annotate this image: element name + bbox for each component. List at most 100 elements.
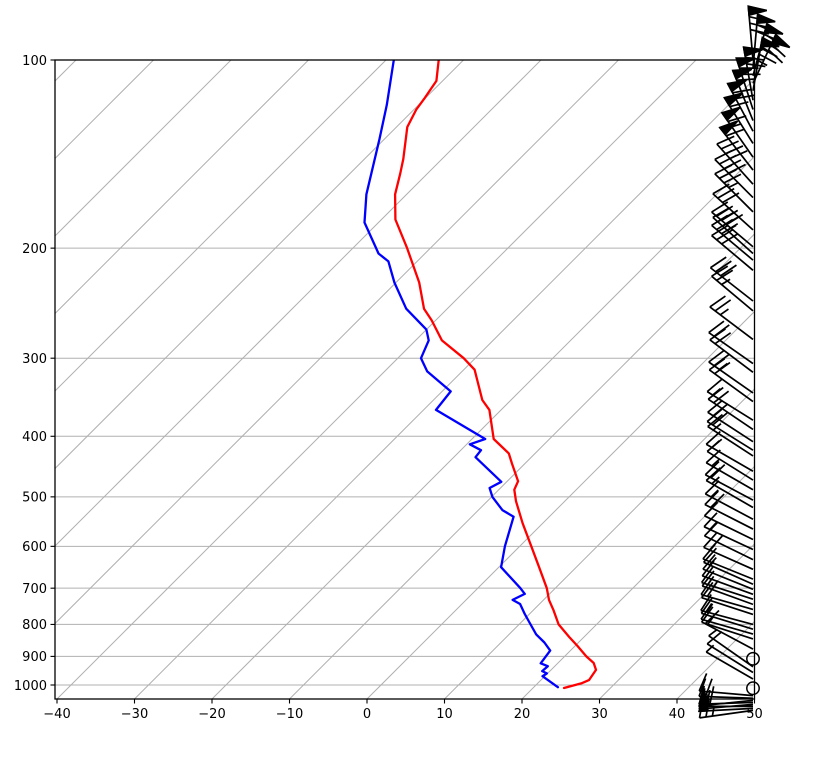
barb-staff xyxy=(704,515,754,541)
barb-half-tick xyxy=(711,476,720,485)
barb-half-tick xyxy=(710,489,719,498)
barb-staff xyxy=(703,525,754,551)
barb-full-tick xyxy=(732,88,752,94)
wind-barb-icon xyxy=(703,521,754,561)
gridline-isotherm xyxy=(55,60,232,237)
wind-barb-icon xyxy=(735,57,761,110)
barb-full-tick xyxy=(700,602,713,620)
barb-pennant xyxy=(755,12,776,25)
wind-barb-icon xyxy=(702,554,754,591)
x-tick-label: −10 xyxy=(276,707,303,722)
gridline-isotherm xyxy=(366,310,755,699)
barb-full-tick xyxy=(701,560,715,577)
wind-barb-icon xyxy=(705,644,754,680)
barb-staff xyxy=(703,561,754,586)
barb-full-tick xyxy=(712,183,730,195)
calm-wind-circle-icon xyxy=(746,681,760,696)
y-tick-label: 900 xyxy=(22,650,47,665)
barb-full-tick xyxy=(704,480,720,495)
barb-full-tick xyxy=(698,678,707,697)
wind-barb-icon xyxy=(700,597,754,630)
gridline-isotherm xyxy=(55,60,154,160)
barb-full-tick xyxy=(727,115,747,123)
barb-half-tick xyxy=(728,182,738,189)
barb-staff xyxy=(706,420,754,451)
barb-staff xyxy=(703,546,754,571)
gridline-isotherm xyxy=(55,60,77,82)
barb-half-tick xyxy=(711,458,720,467)
gridline-isotherm xyxy=(56,60,697,699)
barb-full-tick xyxy=(700,581,714,599)
wind-barb-icon xyxy=(723,92,754,144)
barb-full-tick xyxy=(706,408,723,423)
barb-staff xyxy=(705,651,754,680)
barb-full-tick xyxy=(709,256,727,269)
barb-full-tick xyxy=(706,631,723,645)
x-tick-label: 20 xyxy=(514,707,531,722)
y-tick-label: 800 xyxy=(22,618,47,633)
wind-barb-icon xyxy=(709,256,754,302)
barb-full-tick xyxy=(716,218,734,231)
barb-staff xyxy=(706,643,754,674)
barb-full-tick xyxy=(708,349,725,363)
barb-full-tick xyxy=(700,597,713,614)
barb-staff xyxy=(701,621,754,640)
barb-staff xyxy=(707,398,754,431)
x-tick-label: 10 xyxy=(436,707,453,722)
barb-staff xyxy=(716,143,754,185)
x-tick-label: 0 xyxy=(363,707,371,722)
barb-full-tick xyxy=(698,699,704,719)
gridline-isotherm xyxy=(55,60,309,315)
barb-full-tick xyxy=(714,164,733,175)
sounding-curves xyxy=(363,60,598,690)
barb-full-tick xyxy=(720,140,739,150)
barb-full-tick xyxy=(703,501,719,517)
wind-barb-icon xyxy=(707,413,754,457)
barb-pennant xyxy=(759,36,780,48)
wind-barbs xyxy=(697,5,791,719)
barb-full-tick xyxy=(760,47,778,58)
barb-full-tick xyxy=(717,187,735,199)
wind-barb-icon xyxy=(752,36,780,91)
barb-pennant xyxy=(718,120,739,136)
barb-full-tick xyxy=(703,512,718,528)
wind-barb-icon xyxy=(714,164,754,213)
barb-staff xyxy=(704,493,754,521)
barb-staff xyxy=(708,635,754,668)
wind-barb-icon xyxy=(708,629,754,668)
barb-staff xyxy=(709,306,754,341)
barb-full-tick xyxy=(708,686,715,706)
wind-barb-icon xyxy=(703,512,754,551)
barb-full-tick xyxy=(713,390,730,404)
wind-barb-icon xyxy=(709,328,754,373)
barb-pennant xyxy=(763,22,784,35)
barb-pennant xyxy=(742,46,763,58)
barb-full-tick xyxy=(716,135,735,145)
wind-barb-icon xyxy=(698,698,754,719)
barb-half-tick xyxy=(705,644,715,653)
barb-full-tick xyxy=(708,320,725,334)
barb-full-tick xyxy=(721,222,739,235)
grid-isotherms xyxy=(55,60,755,699)
barb-full-tick xyxy=(704,460,720,476)
barb-full-tick xyxy=(705,467,721,482)
grid-isobars xyxy=(55,247,755,686)
barb-full-tick xyxy=(704,609,720,625)
gridline-isotherm xyxy=(134,78,755,699)
wind-barb-icon xyxy=(711,224,754,271)
barb-half-tick xyxy=(708,629,718,637)
barb-full-tick xyxy=(706,438,723,453)
barb-pennant xyxy=(735,57,756,68)
x-tick-label: −40 xyxy=(43,707,70,722)
wind-barb-icon xyxy=(708,357,754,403)
barb-full-tick xyxy=(703,521,719,537)
barb-full-tick xyxy=(698,673,708,692)
wind-barb-icon xyxy=(711,265,754,312)
axis-ticks xyxy=(50,59,756,704)
barb-full-tick xyxy=(712,207,730,219)
barb-staff xyxy=(706,390,754,421)
barb-staff xyxy=(712,193,754,231)
barb-full-tick xyxy=(702,543,716,560)
barb-pennant xyxy=(747,5,768,17)
